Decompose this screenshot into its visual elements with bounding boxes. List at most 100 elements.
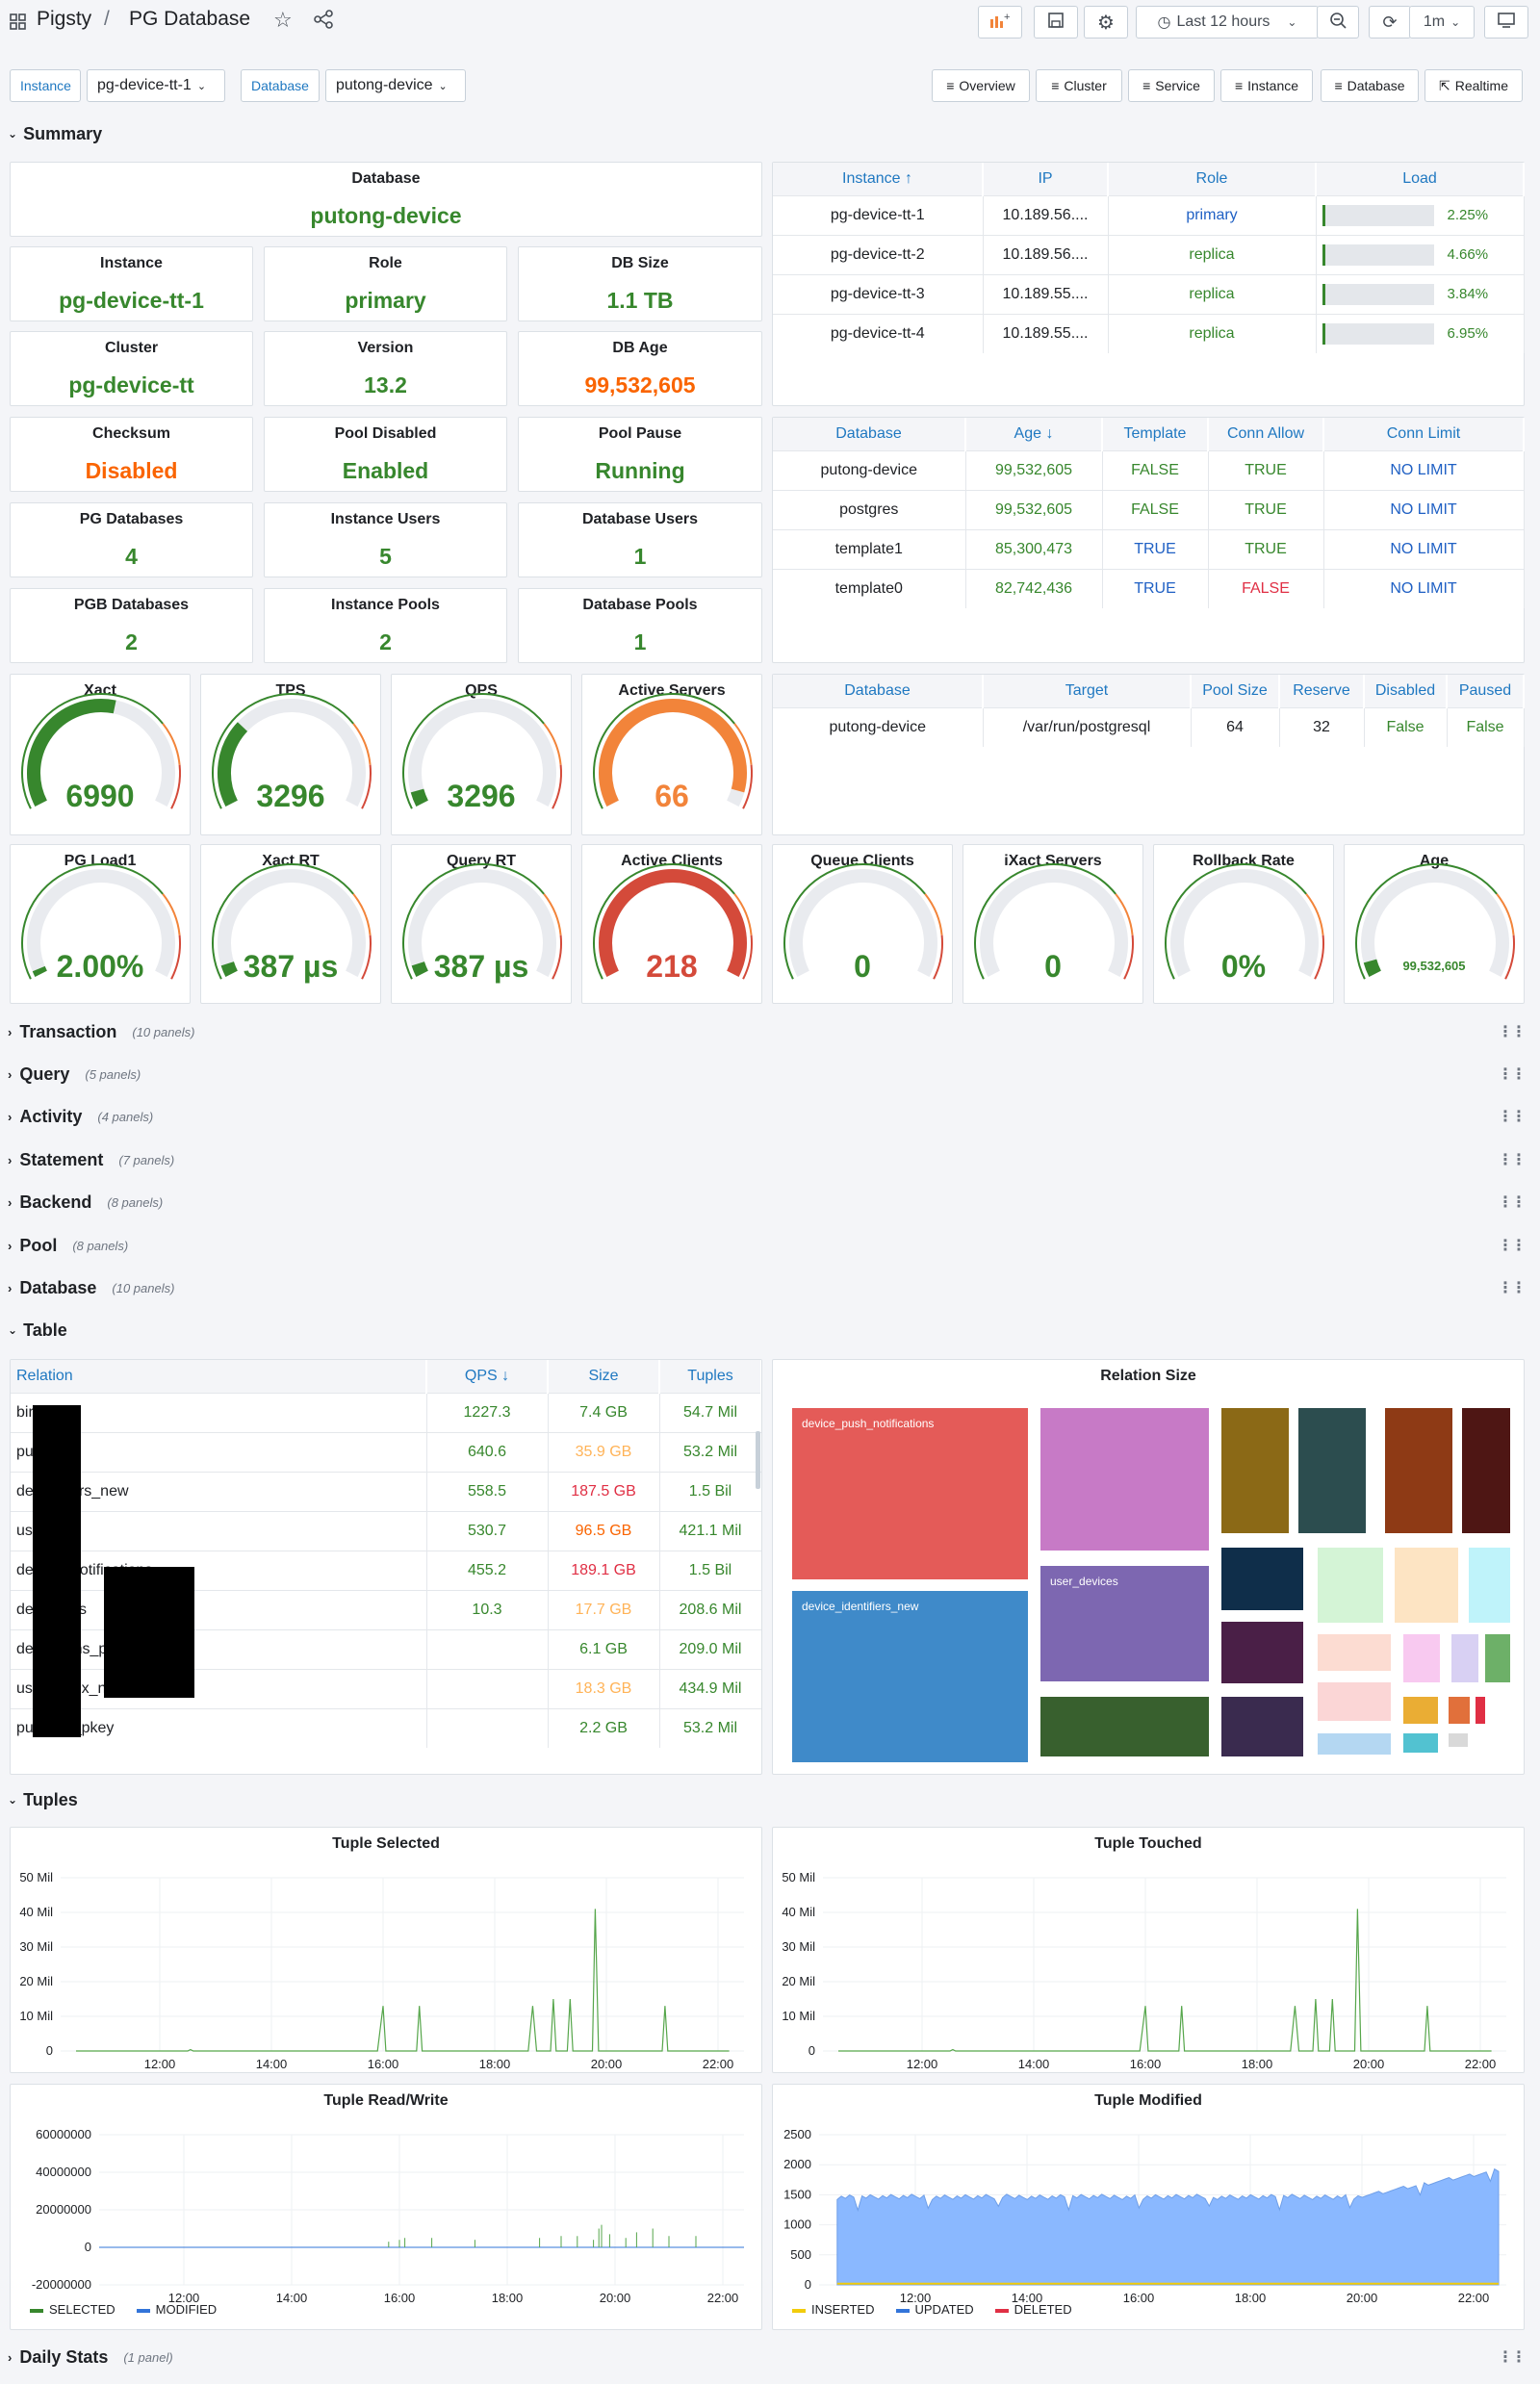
drag-handle-icon[interactable]: ⋮⋮ — [1498, 1238, 1527, 1254]
breadcrumb-folder[interactable]: Pigsty — [37, 8, 92, 30]
treemap-tile[interactable] — [1403, 1697, 1438, 1724]
treemap-tile[interactable] — [1451, 1634, 1478, 1682]
row-daily-stats[interactable]: › Daily Stats (1 panel) ⋮⋮ — [8, 2339, 1527, 2375]
table-row[interactable]: putong-device/var/run/postgresql 64 32 Fals… — [773, 706, 1525, 747]
treemap-tile[interactable] — [792, 1408, 1028, 1579]
refresh-interval-picker[interactable]: 1m ⌄ — [1409, 6, 1475, 38]
link-overview[interactable]: ≡ Overview — [932, 69, 1030, 102]
row-query[interactable]: › Query (5 panels) ⋮⋮ — [8, 1056, 1527, 1092]
drag-handle-icon[interactable]: ⋮⋮ — [1498, 2349, 1527, 2366]
treemap-tile[interactable] — [1318, 1548, 1383, 1623]
treemap-tile[interactable] — [1449, 1697, 1470, 1724]
treemap-tile[interactable] — [1469, 1548, 1510, 1623]
treemap-tile[interactable] — [1318, 1682, 1391, 1721]
column-header-age[interactable]: Age ↓ — [965, 418, 1103, 450]
table-row[interactable]: pg-device-tt-1 10.189.56.... primary 2.25% — [773, 194, 1525, 235]
row-statement[interactable]: › Statement (7 panels) ⋮⋮ — [8, 1141, 1527, 1178]
row-database[interactable]: › Database (10 panels) ⋮⋮ — [8, 1269, 1527, 1306]
drag-handle-icon[interactable]: ⋮⋮ — [1498, 1194, 1527, 1211]
database-variable-select[interactable]: putong-device ⌄ — [325, 69, 466, 102]
legend-item-selected[interactable]: SELECTED — [30, 2302, 116, 2317]
treemap-tile[interactable] — [1449, 1733, 1468, 1747]
treemap-tile[interactable] — [1221, 1622, 1303, 1683]
save-button[interactable] — [1034, 6, 1078, 38]
treemap-tile[interactable] — [1385, 1408, 1452, 1533]
row-summary[interactable]: ⌄ Summary — [8, 115, 1525, 152]
column-header-ip[interactable]: IP — [983, 163, 1109, 195]
treemap-tile[interactable] — [1221, 1548, 1303, 1610]
refresh-button[interactable]: ⟳ — [1369, 6, 1411, 38]
column-header-database[interactable]: Database — [773, 418, 966, 450]
tv-mode-button[interactable] — [1484, 6, 1528, 38]
column-header-conn-allow[interactable]: Conn Allow — [1208, 418, 1324, 450]
row-pool[interactable]: › Pool (8 panels) ⋮⋮ — [8, 1227, 1527, 1264]
column-header-load[interactable]: Load — [1316, 163, 1525, 195]
drag-handle-icon[interactable]: ⋮⋮ — [1498, 1280, 1527, 1296]
link-instance[interactable]: ≡ Instance — [1220, 69, 1313, 102]
treemap-tile[interactable] — [1040, 1408, 1209, 1551]
treemap-tile[interactable] — [1040, 1697, 1209, 1756]
link-service[interactable]: ≡ Service — [1128, 69, 1215, 102]
drag-handle-icon[interactable]: ⋮⋮ — [1498, 1066, 1527, 1083]
treemap-tile[interactable] — [1485, 1634, 1510, 1682]
scrollbar[interactable] — [756, 1431, 760, 1489]
treemap-tile[interactable] — [1403, 1733, 1438, 1753]
column-header-template[interactable]: Template — [1102, 418, 1209, 450]
drag-handle-icon[interactable]: ⋮⋮ — [1498, 1024, 1527, 1040]
treemap-tile[interactable] — [1476, 1697, 1485, 1724]
column-header-qps[interactable]: QPS ↓ — [426, 1360, 549, 1393]
drag-handle-icon[interactable]: ⋮⋮ — [1498, 1109, 1527, 1125]
legend-item-deleted[interactable]: DELETED — [994, 2302, 1072, 2317]
row-activity[interactable]: › Activity (4 panels) ⋮⋮ — [8, 1098, 1527, 1135]
row-backend[interactable]: › Backend (8 panels) ⋮⋮ — [8, 1184, 1527, 1220]
table-row[interactable]: pg-device-tt-4 10.189.55.... replica 6.95% — [773, 313, 1525, 353]
column-header-pool-size[interactable]: Pool Size — [1191, 675, 1280, 707]
treemap-tile[interactable] — [1318, 1733, 1391, 1755]
share-icon[interactable] — [314, 10, 333, 34]
drag-handle-icon[interactable]: ⋮⋮ — [1498, 1152, 1527, 1168]
row-transaction[interactable]: › Transaction (10 panels) ⋮⋮ — [8, 1013, 1527, 1050]
treemap-tile[interactable] — [1318, 1634, 1391, 1671]
time-range-picker[interactable]: ◷ Last 12 hours ⌄ — [1136, 6, 1319, 38]
column-header-size[interactable]: Size — [548, 1360, 660, 1393]
legend-item-inserted[interactable]: INSERTED — [792, 2302, 875, 2317]
column-header-reserve[interactable]: Reserve — [1279, 675, 1365, 707]
table-row[interactable]: de entifiers_new 558.5 187.5 GB 1.5 Bil — [11, 1471, 761, 1511]
treemap-tile[interactable] — [1395, 1548, 1458, 1623]
apps-icon[interactable] — [10, 13, 27, 31]
table-row[interactable]: putong-device 99,532,605 FALSE TRUE NO LIMIT — [773, 449, 1525, 490]
column-header-relation[interactable]: Relation — [11, 1360, 427, 1393]
table-row[interactable]: postgres 99,532,605 FALSE TRUE NO LIMIT — [773, 489, 1525, 529]
column-header-instance[interactable]: Instance ↑ — [773, 163, 984, 195]
treemap-tile[interactable] — [792, 1591, 1028, 1762]
zoom-out-button[interactable] — [1317, 6, 1359, 38]
table-row[interactable]: template0 82,742,436 TRUE FALSE NO LIMIT — [773, 568, 1525, 608]
star-icon[interactable]: ☆ — [273, 8, 293, 32]
column-header-target[interactable]: Target — [983, 675, 1192, 707]
row-tuples[interactable]: ⌄ Tuples — [8, 1782, 1525, 1818]
column-header-tuples[interactable]: Tuples — [659, 1360, 761, 1393]
legend-item-updated[interactable]: UPDATED — [895, 2302, 974, 2317]
row-table[interactable]: ⌄ Table — [8, 1312, 1525, 1348]
treemap-tile[interactable] — [1298, 1408, 1366, 1533]
table-row[interactable]: template1 85,300,473 TRUE TRUE NO LIMIT — [773, 528, 1525, 569]
treemap-tile[interactable] — [1221, 1408, 1289, 1533]
link-cluster[interactable]: ≡ Cluster — [1036, 69, 1122, 102]
treemap-tile[interactable] — [1403, 1634, 1440, 1682]
treemap-tile[interactable] — [1221, 1697, 1303, 1756]
add-panel-button[interactable]: + — [978, 6, 1022, 38]
link-realtime[interactable]: ⇱ Realtime — [1424, 69, 1523, 102]
legend-item-modified[interactable]: MODIFIED — [136, 2302, 217, 2317]
column-header-role[interactable]: Role — [1108, 163, 1317, 195]
column-header-paused[interactable]: Paused — [1447, 675, 1525, 707]
settings-button[interactable]: ⚙ — [1084, 6, 1128, 38]
link-database[interactable]: ≡ Database — [1321, 69, 1419, 102]
page-title[interactable]: PG Database — [129, 8, 251, 30]
treemap-tile[interactable] — [1462, 1408, 1510, 1533]
instance-variable-select[interactable]: pg-device-tt-1 ⌄ — [87, 69, 225, 102]
column-header-database[interactable]: Database — [773, 675, 984, 707]
